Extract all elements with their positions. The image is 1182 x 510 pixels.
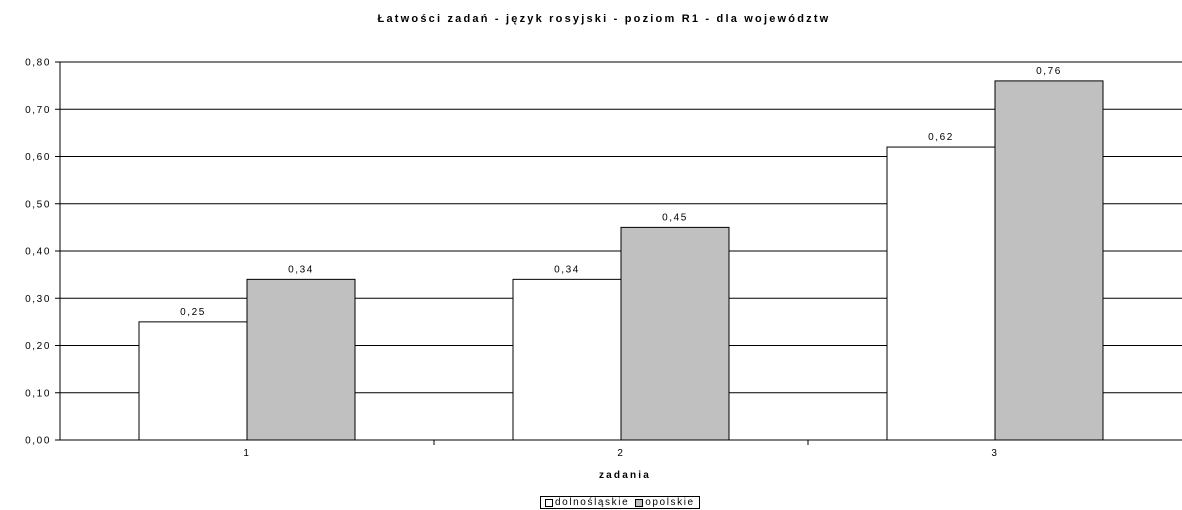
bar	[620, 226, 730, 441]
data-labels: 0,25 0,34 0,34 0,45 0,62 0,76	[180, 66, 1062, 318]
data-label: 0,45	[662, 212, 688, 223]
x-tick-label: 2	[617, 448, 624, 459]
y-axis: 0,00 0,10 0,20 0,30 0,40 0,50 0,60 0,70 0,80	[25, 58, 61, 447]
legend-item-dolnoslaskie: dolnośląskie	[545, 497, 629, 508]
legend-label-dolnoslaskie: dolnośląskie	[555, 497, 630, 508]
data-label: 0,34	[554, 264, 580, 275]
data-label: 0,76	[1036, 66, 1062, 77]
data-label: 0,25	[180, 307, 206, 318]
legend-item-opolskie: opolskie	[635, 497, 695, 508]
legend: dolnośląskie opolskie	[540, 496, 700, 509]
y-tick-label: 0,70	[25, 105, 51, 116]
y-tick-label: 0,50	[25, 199, 51, 210]
y-tick-label: 0,60	[25, 152, 51, 163]
y-tick-label: 0,20	[25, 341, 51, 352]
bar	[512, 278, 622, 441]
y-tick-label: 0,80	[25, 58, 51, 69]
bar	[138, 321, 248, 441]
legend-swatch-opolskie	[635, 498, 644, 507]
legend-label-opolskie: opolskie	[645, 497, 695, 508]
y-tick-label: 0,40	[25, 247, 51, 258]
bar	[246, 278, 356, 441]
y-tick-label: 0,30	[25, 294, 51, 305]
chart-title: Łatwości zadań - język rosyjski - poziom…	[378, 13, 831, 25]
x-axis-title: zadania	[599, 470, 651, 481]
x-tick-label: 3	[991, 448, 998, 459]
bar	[994, 80, 1104, 441]
data-label: 0,34	[288, 264, 314, 275]
bars	[138, 80, 1104, 441]
y-tick-label: 0,00	[25, 436, 51, 447]
bar	[886, 146, 996, 441]
x-axis: 1 2 3	[60, 439, 1182, 459]
legend-swatch-dolnoslaskie	[545, 498, 553, 507]
data-label: 0,62	[928, 132, 954, 143]
x-tick-label: 1	[243, 448, 250, 459]
bar-chart: Łatwości zadań - język rosyjski - poziom…	[25, 13, 1182, 481]
y-tick-label: 0,10	[25, 388, 51, 399]
